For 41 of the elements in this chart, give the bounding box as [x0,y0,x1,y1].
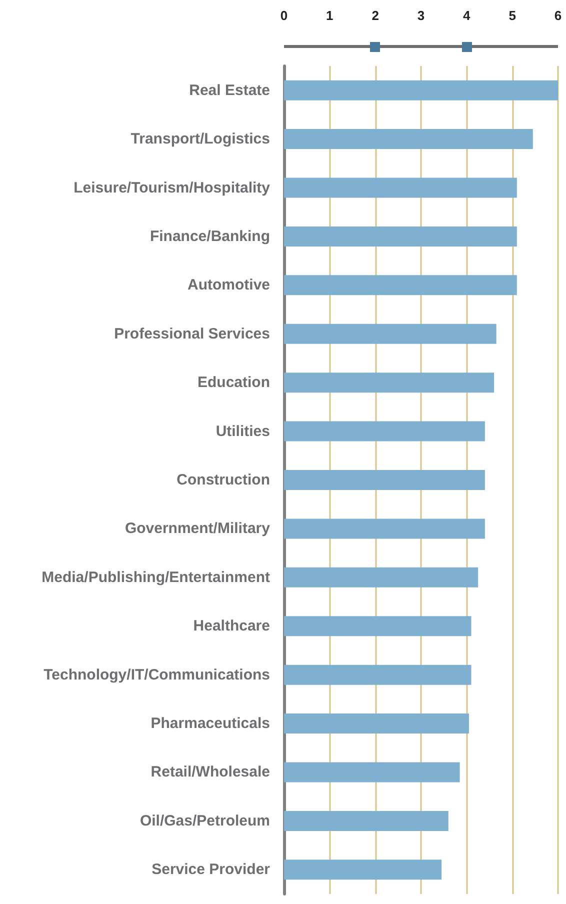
y-tick-label: Pharmaceuticals [150,715,270,732]
bar [284,129,533,150]
bar [284,178,517,198]
x-tick-label: 0 [280,8,288,23]
y-tick-label: Finance/Banking [150,228,270,245]
y-tick-label: Media/Publishing/Entertainment [42,568,270,586]
bar [284,664,472,685]
y-tick-label: Healthcare [193,618,270,635]
bar [284,860,442,880]
y-tick-label: Retail/Wholesale [150,764,270,781]
x-tick-label: 5 [508,8,516,23]
y-tick-label: Professional Services [114,325,270,342]
y-tick-label: Technology/IT/Communications [44,666,270,684]
bar [284,324,496,344]
bar [284,275,517,296]
bar [284,226,517,246]
y-tick-label: Real Estate [189,82,270,99]
y-tick-label: Utilities [216,422,270,440]
y-tick-label: Oil/Gas/Petroleum [140,812,270,830]
y-tick-label: Education [197,374,270,392]
x-tick-label: 6 [554,8,562,23]
bar [284,80,558,100]
y-tick-label: Transport/Logistics [130,130,270,148]
y-tick-label: Government/Military [124,520,271,538]
bar [284,762,460,782]
y-tick-label: Leisure/Tourism/Hospitality [74,179,271,196]
bar [284,616,472,636]
y-tick-label: Automotive [188,276,270,294]
x-tick-label: 3 [417,8,425,23]
y-tick-label: Construction [176,472,270,488]
bar [284,518,485,539]
y-tick-label: Service Provider [152,861,270,878]
x-tick-label: 1 [326,8,334,23]
bar [284,714,469,734]
x-tick-label: 4 [463,8,472,23]
bar [284,470,485,490]
bar [284,421,485,442]
bar [284,567,478,588]
x-tick-label: 2 [372,8,379,23]
bar [284,810,448,831]
bar [284,372,494,393]
